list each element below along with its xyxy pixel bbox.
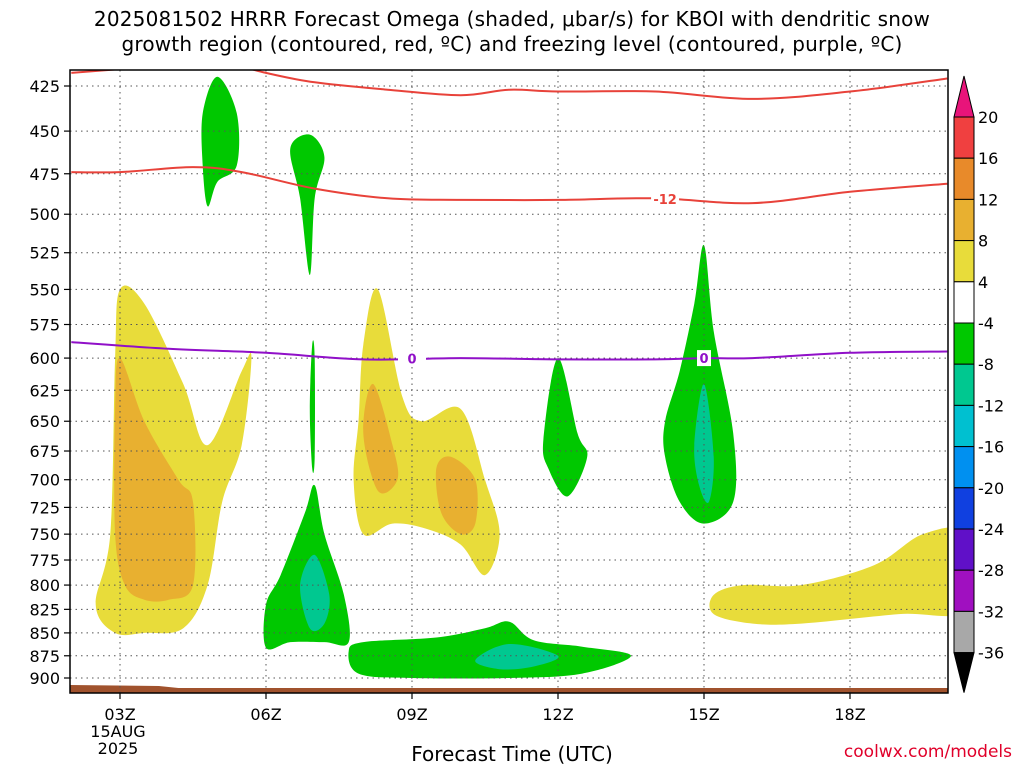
omega-shaded-regions <box>95 76 948 679</box>
y-tick-label-450: 450 <box>29 122 60 141</box>
y-tick-label-550: 550 <box>29 280 60 299</box>
colorbar-label-16: 16 <box>978 149 998 168</box>
omega-region-16 <box>694 383 714 503</box>
colorbar-bin-1 <box>953 116 975 159</box>
y-tick-label-825: 825 <box>29 600 60 619</box>
colorbar-label-4: 4 <box>978 273 988 292</box>
colorbar-label--32: -32 <box>978 602 1004 621</box>
y-tick-label-475: 475 <box>29 165 60 184</box>
y-tick-label-800: 800 <box>29 576 60 595</box>
y-tick-label-875: 875 <box>29 647 60 666</box>
omega-region-5 <box>435 456 478 535</box>
x-tick-label-12Z: 12Z <box>542 705 573 724</box>
colorbar-bin-9 <box>953 446 975 489</box>
y-tick-label-625: 625 <box>29 381 60 400</box>
colorbar-label-8: 8 <box>978 232 988 251</box>
colorbar-bin-2 <box>953 157 975 200</box>
colorbar-bin-12 <box>953 569 975 612</box>
x-axis-label: Forecast Time (UTC) <box>411 742 613 766</box>
terrain-band <box>70 685 948 693</box>
x-tick-date: 15AUG <box>90 722 145 741</box>
omega-region-4 <box>363 383 399 494</box>
colorbar-label-20: 20 <box>978 108 998 127</box>
chart-title-line-2: growth region (contoured, red, ºC) and f… <box>121 32 903 56</box>
colorbar-label--24: -24 <box>978 520 1004 539</box>
y-tick-label-650: 650 <box>29 412 60 431</box>
contour-line-1 <box>71 166 948 205</box>
colorbar-bin-11 <box>953 528 975 571</box>
x-tick-label-06Z: 06Z <box>250 705 281 724</box>
colorbar-bin-8 <box>953 404 975 448</box>
colorbar-bin-7 <box>953 363 975 406</box>
colorbar-label--28: -28 <box>978 561 1004 580</box>
chart-title-line-1: 2025081502 HRRR Forecast Omega (shaded, … <box>93 7 931 31</box>
y-tick-label-900: 900 <box>29 669 60 688</box>
omega-region-9 <box>309 340 315 474</box>
colorbar-label--36: -36 <box>978 644 1004 663</box>
omega-region-15 <box>663 244 737 524</box>
colorbar-label--8: -8 <box>978 355 994 374</box>
colorbar-label-12: 12 <box>978 190 998 209</box>
y-tick-label-600: 600 <box>29 349 60 368</box>
y-tick-label-700: 700 <box>29 471 60 490</box>
y-tick-label-725: 725 <box>29 498 60 517</box>
y-tick-label-500: 500 <box>29 205 60 224</box>
dotted-grid <box>70 70 948 693</box>
colorbar-label--20: -20 <box>978 479 1004 498</box>
y-tick-label-750: 750 <box>29 525 60 544</box>
omega-region-13 <box>475 643 559 670</box>
contour-label-3: 0 <box>407 353 416 368</box>
contour-line-3 <box>71 341 948 361</box>
colorbar-bin-4 <box>953 240 975 283</box>
y-tick-label-575: 575 <box>29 316 60 335</box>
contour-label-4: 0 <box>699 352 708 367</box>
omega-region-8 <box>290 134 325 275</box>
y-axis-pressure-ticks: 425 450 475 500 525 550 575 600 625 650 675 700 725 7… <box>29 77 70 688</box>
y-tick-label-425: 425 <box>29 77 60 96</box>
colorbar-label--16: -16 <box>978 438 1004 457</box>
contour-label-1: -12 <box>653 193 677 208</box>
omega-region-6 <box>709 527 948 625</box>
colorbar-label--12: -12 <box>978 396 1004 415</box>
temperature-contours: -12 0 0 <box>71 70 948 368</box>
x-tick-year: 2025 <box>98 739 139 758</box>
y-tick-label-525: 525 <box>29 244 60 263</box>
x-tick-label-18Z: 18Z <box>834 705 865 724</box>
contour-line-2 <box>71 70 948 100</box>
plot-frame <box>69 69 949 694</box>
colorbar-bin-5 <box>953 281 975 324</box>
omega-region-14 <box>542 358 588 497</box>
colorbar-over-triangle <box>953 75 975 118</box>
x-tick-label-09Z: 09Z <box>396 705 427 724</box>
terrain-fill <box>70 685 948 693</box>
colorbar-under-triangle <box>953 652 975 693</box>
colorbar-bin-3 <box>953 198 975 242</box>
y-tick-label-675: 675 <box>29 442 60 461</box>
contour-label-bg-3 <box>398 350 426 367</box>
y-tick-label-775: 775 <box>29 551 60 570</box>
colorbar-bin-10 <box>953 487 975 530</box>
colorbar-bin-6 <box>953 322 975 365</box>
x-tick-label-03Z: 03Z <box>104 705 135 724</box>
contour-label-bg-4 <box>697 350 711 367</box>
omega-colorbar: 20 16 12 8 4 -4 -8 -12 -16 -20 -24 -28 -32 -36 <box>953 75 1004 693</box>
y-tick-label-850: 850 <box>29 624 60 643</box>
omega-region-7 <box>201 76 240 207</box>
x-tick-label-15Z: 15Z <box>688 705 719 724</box>
omega-region-11 <box>300 554 330 632</box>
colorbar-label--4: -4 <box>978 314 994 333</box>
colorbar-bin-13 <box>953 610 975 654</box>
omega-region-2 <box>114 357 196 602</box>
credit-link[interactable]: coolwx.com/models <box>843 742 1012 762</box>
contour-label-bg-1 <box>651 190 680 207</box>
